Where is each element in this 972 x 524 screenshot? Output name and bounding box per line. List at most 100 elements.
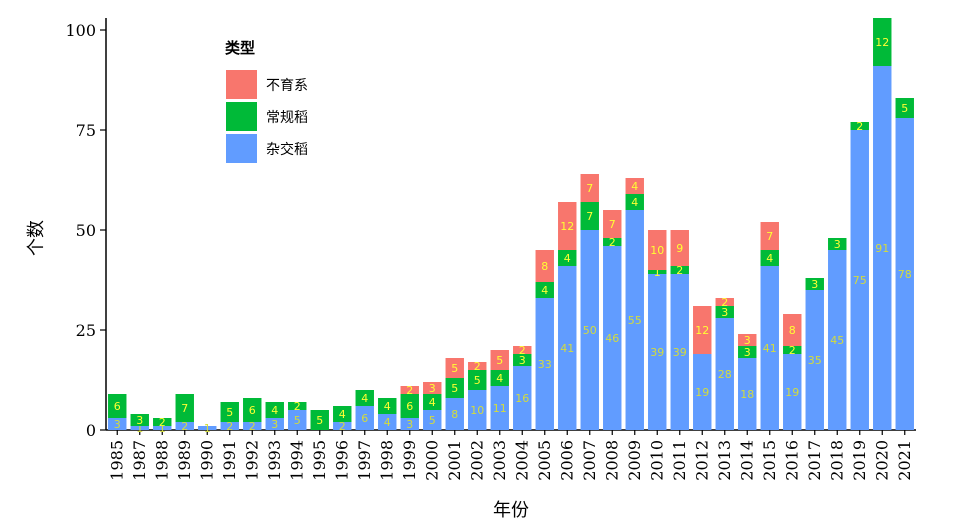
data-label: 3 [721,306,728,319]
x-tick-label: 1992 [242,440,261,481]
x-tick-label: 1991 [220,440,239,481]
data-label: 41 [560,342,574,355]
bar-segment [130,414,149,426]
x-tick-label: 1993 [265,440,284,481]
bar-segment [288,410,307,430]
bar-segment [243,398,262,422]
data-label: 2 [339,420,346,433]
data-label: 2 [676,264,683,277]
bar-segment [625,178,644,194]
data-label: 4 [496,372,503,385]
data-label: 2 [406,384,413,397]
x-tick-label: 2015 [760,440,779,481]
bar-segment [580,230,599,430]
x-tick-label: 2016 [782,440,801,481]
x-tick-label: 1988 [152,440,171,481]
x-tick-label: 1999 [400,440,419,481]
data-label: 3 [429,382,436,395]
data-label: 5 [496,354,503,367]
data-label: 46 [605,332,619,345]
data-label: 3 [834,238,841,251]
bar-segment [490,350,509,370]
data-label: 1 [136,422,143,435]
bar-segment [175,394,194,422]
bar-segment [445,378,464,398]
data-label: 4 [384,400,391,413]
bar-segment [423,382,442,394]
legend-item-label: 常规稻 [266,110,308,126]
data-label: 7 [181,402,188,415]
data-label: 2 [181,420,188,433]
bar-segment [580,202,599,230]
bar-segment [535,250,554,282]
x-tick-label: 2008 [602,440,621,481]
x-tick-label: 2000 [422,440,441,481]
data-label: 3 [136,414,143,427]
data-label: 4 [429,396,436,409]
bar-segment [378,398,397,414]
x-tick-label: 2004 [512,440,531,481]
data-label: 5 [451,362,458,375]
data-label: 3 [271,418,278,431]
bar-segment [153,426,172,430]
x-tick-label: 1996 [332,440,351,481]
bar-segment [153,418,172,426]
bar-segment [468,390,487,430]
bar-segment [378,414,397,430]
data-label: 6 [406,400,413,413]
x-tick-label: 1989 [175,440,194,481]
y-tick-label: 0 [86,421,96,440]
data-label: 2 [856,120,863,133]
data-label: 3 [744,334,751,347]
x-tick-label: 1990 [197,440,216,481]
bar-segment [715,318,734,430]
data-label: 1 [654,266,661,279]
data-label: 7 [766,230,773,243]
legend-swatch [226,134,257,163]
data-label: 18 [740,388,754,401]
bar-segment [805,290,824,430]
bar-segment [670,266,689,274]
x-tick-label: 1985 [107,440,126,481]
bar-segment [738,358,757,430]
y-tick-label: 75 [76,121,96,140]
y-axis-label: 个数 [26,220,47,256]
data-label: 5 [316,414,323,427]
data-label: 4 [361,392,368,405]
data-label: 19 [785,386,799,399]
data-label: 2 [519,344,526,357]
data-label: 4 [384,416,391,429]
x-tick-label: 2001 [445,440,464,481]
y-tick-label: 100 [65,21,96,40]
bar-segment [783,346,802,354]
data-label: 8 [451,408,458,421]
x-tick-label: 2020 [872,440,891,481]
data-label: 2 [159,416,166,429]
data-label: 8 [541,260,548,273]
data-label: 4 [339,408,346,421]
bar-segment [355,390,374,406]
data-label: 2 [474,360,481,373]
data-label: 75 [853,274,867,287]
bar-segment [243,422,262,430]
bar-segment [895,118,914,430]
data-label: 16 [515,392,529,405]
bar-segment [130,426,149,430]
bar-segment [760,222,779,250]
x-tick-label: 2011 [670,440,689,481]
x-tick-label: 2005 [535,440,554,481]
data-label: 8 [789,324,796,337]
data-label: 7 [586,182,593,195]
data-label: 45 [830,334,844,347]
bar-segment [445,358,464,378]
data-label: 2 [226,420,233,433]
data-label: 39 [673,346,687,359]
bar-segment [603,238,622,246]
data-label: 7 [586,210,593,223]
x-tick-label: 2003 [490,440,509,481]
data-label: 50 [583,324,597,337]
